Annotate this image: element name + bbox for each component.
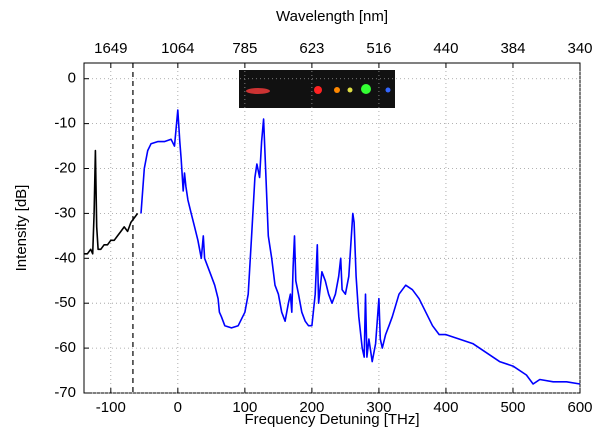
x-tick-label: 400 <box>433 399 458 416</box>
y-tick-label: -10 <box>54 115 76 132</box>
y-tick-label: -70 <box>54 384 76 401</box>
y-tick-label: -20 <box>54 159 76 176</box>
plot-frame <box>83 62 581 394</box>
y-tick-label: 0 <box>68 70 76 87</box>
x-tick-label: 0 <box>174 399 182 416</box>
x2-tick-label: 1064 <box>161 40 194 57</box>
y-axis-label: Intensity [dB] <box>13 185 30 272</box>
x-tick-label: 500 <box>500 399 525 416</box>
x2-tick-label: 516 <box>366 40 391 57</box>
x2-axis-label: Wavelength [nm] <box>276 8 388 25</box>
y-tick-label: -50 <box>54 294 76 311</box>
spectrum-line <box>140 109 581 385</box>
y-tick-label: -40 <box>54 249 76 266</box>
x2-tick-label: 785 <box>232 40 257 57</box>
x2-tick-label: 1649 <box>94 40 127 57</box>
x2-tick-label: 340 <box>567 40 592 57</box>
x-tick-label: 300 <box>366 399 391 416</box>
x-axis-label: Frequency Detuning [THz] <box>244 411 419 428</box>
y-tick-label: -30 <box>54 204 76 221</box>
inset-photo <box>239 70 395 108</box>
x-tick-label: 100 <box>232 399 257 416</box>
x2-tick-label: 440 <box>433 40 458 57</box>
spectrum-line <box>84 149 139 255</box>
x-tick-label: 200 <box>299 399 324 416</box>
x-tick-label: 600 <box>567 399 592 416</box>
x-tick-label: -100 <box>96 399 126 416</box>
x2-tick-label: 384 <box>500 40 525 57</box>
y-tick-label: -60 <box>54 339 76 356</box>
x2-tick-label: 623 <box>299 40 324 57</box>
